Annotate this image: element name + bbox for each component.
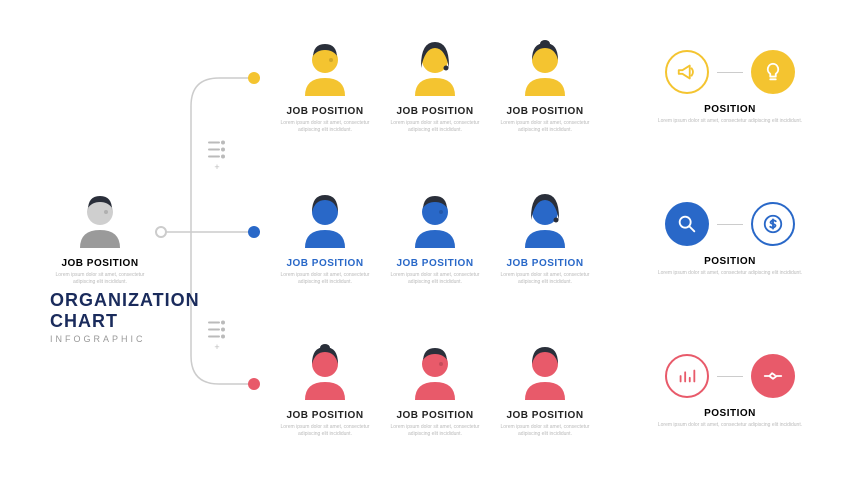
root-label: JOB POSITION — [50, 258, 150, 269]
position-2: POSITION Lorem ipsum dolor sit amet, cons… — [640, 202, 820, 277]
person-3-3: JOB POSITION Lorem ipsum dolor sit amet, … — [490, 342, 600, 437]
avatar-1-2 — [405, 38, 465, 98]
root-node — [155, 226, 167, 238]
position-1: POSITION Lorem ipsum dolor sit amet, cons… — [640, 50, 820, 125]
title-line2: CHART — [50, 311, 118, 331]
megaphone-icon — [665, 50, 709, 94]
title-sub: INFOGRAPHIC — [50, 334, 200, 344]
position-label: POSITION — [640, 104, 820, 115]
row-2: JOB POSITIONLorem ipsum dolor sit amet, … — [270, 190, 600, 285]
person-desc: Lorem ipsum dolor sit amet, consectetur … — [270, 272, 380, 285]
position-desc: Lorem ipsum dolor sit amet, consectetur … — [640, 270, 820, 277]
person-label: JOB POSITION — [490, 106, 600, 117]
person-desc: Lorem ipsum dolor sit amet, consectetur … — [380, 120, 490, 133]
position-connector — [717, 376, 743, 377]
row-3: JOB POSITIONLorem ipsum dolor sit amet, … — [270, 342, 600, 437]
handshake-icon — [751, 354, 795, 398]
person-1-2: JOB POSITION Lorem ipsum dolor sit amet, … — [380, 38, 490, 133]
title-line1: ORGANIZATION — [50, 290, 200, 310]
magnify-icon — [665, 202, 709, 246]
position-icons — [640, 202, 820, 246]
avatar-2-3 — [515, 190, 575, 250]
avatar-1-1 — [295, 38, 355, 98]
person-desc: Lorem ipsum dolor sit amet, consectetur … — [270, 120, 380, 133]
position-label: POSITION — [640, 408, 820, 419]
branch-node-1 — [248, 72, 260, 84]
branch-node-2 — [248, 226, 260, 238]
avatar-3-2 — [405, 342, 465, 402]
person-label: JOB POSITION — [270, 106, 380, 117]
bullet-group-1: + — [202, 140, 232, 172]
position-icons — [640, 50, 820, 94]
person-desc: Lorem ipsum dolor sit amet, consectetur … — [270, 424, 380, 437]
person-label: JOB POSITION — [490, 258, 600, 269]
person-desc: Lorem ipsum dolor sit amet, consectetur … — [380, 272, 490, 285]
branch-node-3 — [248, 378, 260, 390]
person-desc: Lorem ipsum dolor sit amet, consectetur … — [380, 424, 490, 437]
person-label: JOB POSITION — [270, 410, 380, 421]
person-2-3: JOB POSITION Lorem ipsum dolor sit amet, … — [490, 190, 600, 285]
chart-title: ORGANIZATION CHART INFOGRAPHIC — [50, 290, 200, 344]
avatar-2-1 — [295, 190, 355, 250]
root-avatar — [70, 190, 130, 250]
bullet-group-2: + — [202, 320, 232, 352]
bulb-icon — [751, 50, 795, 94]
avatar-1-3 — [515, 38, 575, 98]
position-desc: Lorem ipsum dolor sit amet, consectetur … — [640, 422, 820, 429]
person-label: JOB POSITION — [270, 258, 380, 269]
root-desc: Lorem ipsum dolor sit amet, consectetur … — [50, 272, 150, 285]
position-desc: Lorem ipsum dolor sit amet, consectetur … — [640, 118, 820, 125]
person-label: JOB POSITION — [380, 106, 490, 117]
position-connector — [717, 72, 743, 73]
person-3-1: JOB POSITION Lorem ipsum dolor sit amet, … — [270, 342, 380, 437]
person-label: JOB POSITION — [380, 258, 490, 269]
position-label: POSITION — [640, 256, 820, 267]
avatar-3-1 — [295, 342, 355, 402]
row-1: JOB POSITIONLorem ipsum dolor sit amet, … — [270, 38, 600, 133]
position-3: POSITION Lorem ipsum dolor sit amet, cons… — [640, 354, 820, 429]
root-person: JOB POSITION Lorem ipsum dolor sit amet,… — [50, 190, 150, 285]
person-desc: Lorem ipsum dolor sit amet, consectetur … — [490, 272, 600, 285]
person-label: JOB POSITION — [490, 410, 600, 421]
position-connector — [717, 224, 743, 225]
avatar-3-3 — [515, 342, 575, 402]
person-desc: Lorem ipsum dolor sit amet, consectetur … — [490, 424, 600, 437]
position-icons — [640, 354, 820, 398]
person-2-2: JOB POSITION Lorem ipsum dolor sit amet, … — [380, 190, 490, 285]
person-3-2: JOB POSITION Lorem ipsum dolor sit amet, … — [380, 342, 490, 437]
person-2-1: JOB POSITION Lorem ipsum dolor sit amet, … — [270, 190, 380, 285]
person-desc: Lorem ipsum dolor sit amet, consectetur … — [490, 120, 600, 133]
person-1-1: JOB POSITION Lorem ipsum dolor sit amet, … — [270, 38, 380, 133]
person-label: JOB POSITION — [380, 410, 490, 421]
avatar-2-2 — [405, 190, 465, 250]
person-1-3: JOB POSITION Lorem ipsum dolor sit amet, … — [490, 38, 600, 133]
dollar-icon — [751, 202, 795, 246]
bars-icon — [665, 354, 709, 398]
